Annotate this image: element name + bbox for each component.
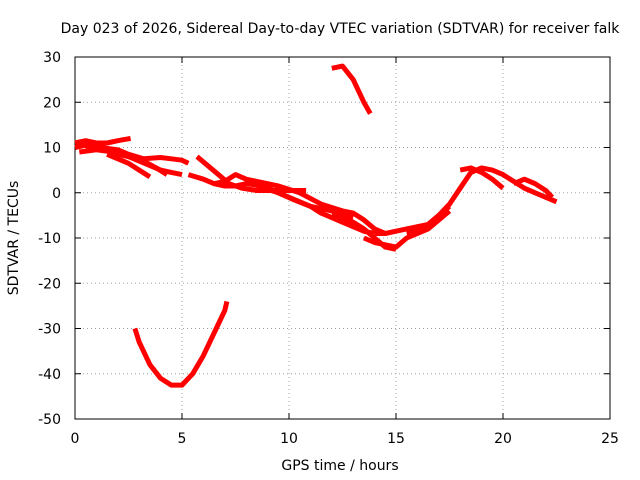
- y-tick-label: -10: [38, 231, 61, 247]
- y-tick-label: 20: [43, 95, 61, 111]
- series-arc-9: [256, 183, 354, 221]
- series-arc-13: [406, 204, 452, 236]
- x-tick-label: 15: [387, 431, 405, 447]
- x-tick-label: 0: [71, 431, 80, 447]
- y-tick-label: -40: [38, 367, 61, 383]
- y-tick-label: 30: [43, 50, 61, 66]
- x-tick-label: 10: [280, 431, 298, 447]
- series-arc-4: [85, 145, 190, 166]
- x-tick-label: 25: [601, 431, 619, 447]
- y-tick-label: 0: [52, 186, 61, 202]
- chart-title: Day 023 of 2026, Sidereal Day-to-day VTE…: [61, 21, 621, 37]
- grid-lines: [75, 57, 610, 419]
- y-axis-label: SDTVAR / TECUs: [6, 181, 22, 296]
- y-tick-label: 10: [43, 141, 61, 157]
- series-arc-11: [362, 208, 452, 250]
- series-arc-5: [106, 151, 152, 180]
- y-tick-label: -30: [38, 322, 61, 338]
- series-arc-2: [74, 135, 132, 146]
- series-arc-12: [374, 165, 558, 236]
- series-arc-6: [195, 154, 307, 193]
- x-axis-label: GPS time / hours: [281, 458, 398, 474]
- y-tick-label: -50: [38, 412, 61, 428]
- series-arc-8: [213, 172, 387, 236]
- x-tick-label: 20: [494, 431, 512, 447]
- series-arc-14: [459, 165, 505, 191]
- series-arc-17: [132, 300, 230, 388]
- data-series: [74, 63, 558, 388]
- axis-ticks: 0 5 10 15 20 25 -50 -40 -30 -20 -10 0 10 20 30: [38, 50, 619, 447]
- y-tick-label: -20: [38, 276, 61, 292]
- series-arc-15: [512, 176, 555, 200]
- x-tick-label: 5: [178, 431, 187, 447]
- series-arc-16: [331, 63, 373, 115]
